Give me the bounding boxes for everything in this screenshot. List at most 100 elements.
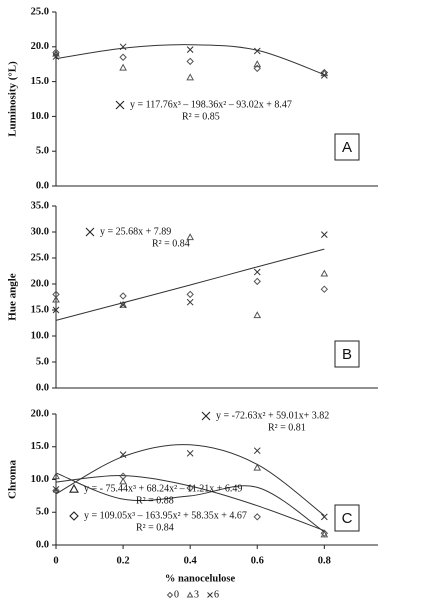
y-tick-label: 10.0: [31, 474, 49, 485]
data-point: [52, 295, 60, 303]
y-axis-label: Hue angle: [7, 273, 19, 320]
trend-line: [55, 475, 325, 532]
y-tick-label: 15.0: [31, 76, 49, 87]
trend-line: [55, 444, 325, 516]
legend-label: 3: [194, 589, 199, 600]
data-point: [186, 57, 194, 66]
annotation-symbol: [85, 227, 95, 237]
trend-line: [55, 44, 325, 76]
y-tick-label: 35.0: [31, 200, 49, 211]
annotation-symbol: [69, 483, 79, 493]
data-point: [253, 463, 262, 471]
data-point: [186, 233, 195, 241]
data-point: [253, 513, 261, 521]
legend-symbol: [186, 591, 194, 598]
panel-label: A: [342, 139, 352, 156]
r-squared: R² = 0.84: [136, 522, 174, 533]
legend-symbol: [166, 591, 174, 599]
data-point: [119, 53, 127, 61]
data-point: [186, 46, 194, 53]
y-tick-label: 20.0: [31, 41, 49, 52]
annotation-symbol: [201, 411, 211, 421]
data-point: [52, 306, 60, 314]
x-tick-label: 0.2: [117, 555, 130, 566]
y-tick-label: 20.0: [31, 278, 49, 289]
data-point: [320, 529, 329, 537]
data-point: [253, 311, 262, 319]
r-squared: R² = 0.88: [136, 495, 174, 506]
data-point: [52, 53, 60, 60]
data-point: [320, 530, 329, 538]
chart-panel: 0.0 5.0 10.0 15.0 20.0 25.0 30.0 35.0 Hue angle B…: [7, 200, 378, 393]
data-point: [186, 73, 195, 81]
data-point: [253, 268, 261, 276]
panel-label: C: [342, 510, 353, 527]
data-point: [320, 269, 329, 277]
equation: y = -72.63x² + 59.01x+ 3.82: [216, 410, 329, 421]
annotation-symbol: [115, 100, 125, 110]
y-tick-label: 5.0: [36, 507, 49, 518]
legend-label: 6: [214, 589, 219, 600]
data-point: [186, 290, 194, 299]
r-squared: R² = 0.85: [182, 111, 220, 122]
data-point: [253, 60, 262, 68]
data-point: [52, 48, 60, 57]
data-point: [186, 484, 194, 492]
data-point: [119, 451, 127, 458]
r-squared: R² = 0.81: [268, 422, 306, 433]
x-axis-label: % nanocelulose: [165, 573, 236, 584]
data-point: [320, 231, 328, 238]
legend-symbol: [207, 592, 213, 598]
data-point: [119, 477, 127, 485]
data-point: [119, 63, 127, 71]
data-point: [320, 71, 328, 79]
annotation-symbol: [69, 511, 79, 521]
x-tick-label: 0.6: [251, 555, 264, 566]
data-point: [186, 298, 194, 306]
equation: y = - 75.44x³ + 68.24x² – 11.21x + 6.49: [84, 483, 242, 494]
data-point: [253, 447, 261, 455]
chart-panel: 0.0 5.0 10.0 15.0 20.0 25.0 Luminosity (°L) Ay …: [7, 6, 378, 191]
y-tick-label: 30.0: [31, 226, 49, 237]
equation: y = 25.68x + 7.89: [100, 226, 171, 237]
y-tick-label: 15.0: [31, 304, 49, 315]
y-tick-label: 25.0: [31, 6, 49, 17]
y-tick-label: 15.0: [31, 441, 49, 452]
y-tick-label: 20.0: [31, 408, 49, 419]
y-axis-label: Chroma: [7, 460, 19, 499]
legend-label: 0: [174, 589, 179, 600]
panel-label: B: [342, 346, 352, 363]
y-tick-label: 25.0: [31, 252, 49, 263]
y-tick-label: 5.0: [36, 146, 49, 157]
y-tick-label: 10.0: [31, 111, 49, 122]
y-axis-label: Luminosity (°L): [7, 61, 19, 137]
y-tick-label: 0.0: [36, 382, 49, 393]
data-point: [119, 301, 127, 309]
panel-box: [334, 504, 360, 532]
data-point: [253, 47, 261, 55]
x-tick-label: 0.4: [184, 555, 198, 566]
data-point: [119, 43, 127, 51]
panel-box: [334, 133, 360, 161]
panel-box: [334, 340, 360, 368]
x-tick-label: 0: [53, 555, 58, 566]
r-squared: R² = 0.84: [152, 238, 190, 249]
y-tick-label: 0.0: [36, 539, 49, 550]
data-point: [52, 485, 60, 493]
trend-line: [55, 472, 325, 533]
data-point: [253, 277, 261, 286]
data-point: [119, 292, 127, 300]
data-point: [320, 285, 329, 293]
y-tick-label: 10.0: [31, 330, 49, 341]
data-point: [253, 64, 261, 73]
data-point: [186, 449, 194, 457]
y-tick-label: 5.0: [36, 356, 49, 367]
equation: y = 117.76x³ – 198.36x² – 93.02x + 8.47: [130, 99, 292, 110]
chart-panel: 0.0 5.0 10.0 15.0 20.0 Chroma 0 0.2 0.4 0.6 0.8 % n…: [7, 408, 378, 600]
data-point: [320, 513, 328, 521]
data-point: [119, 300, 127, 308]
x-tick-label: 0.8: [318, 555, 331, 566]
trend-line: [55, 248, 325, 321]
y-tick-label: 0.0: [36, 180, 49, 191]
